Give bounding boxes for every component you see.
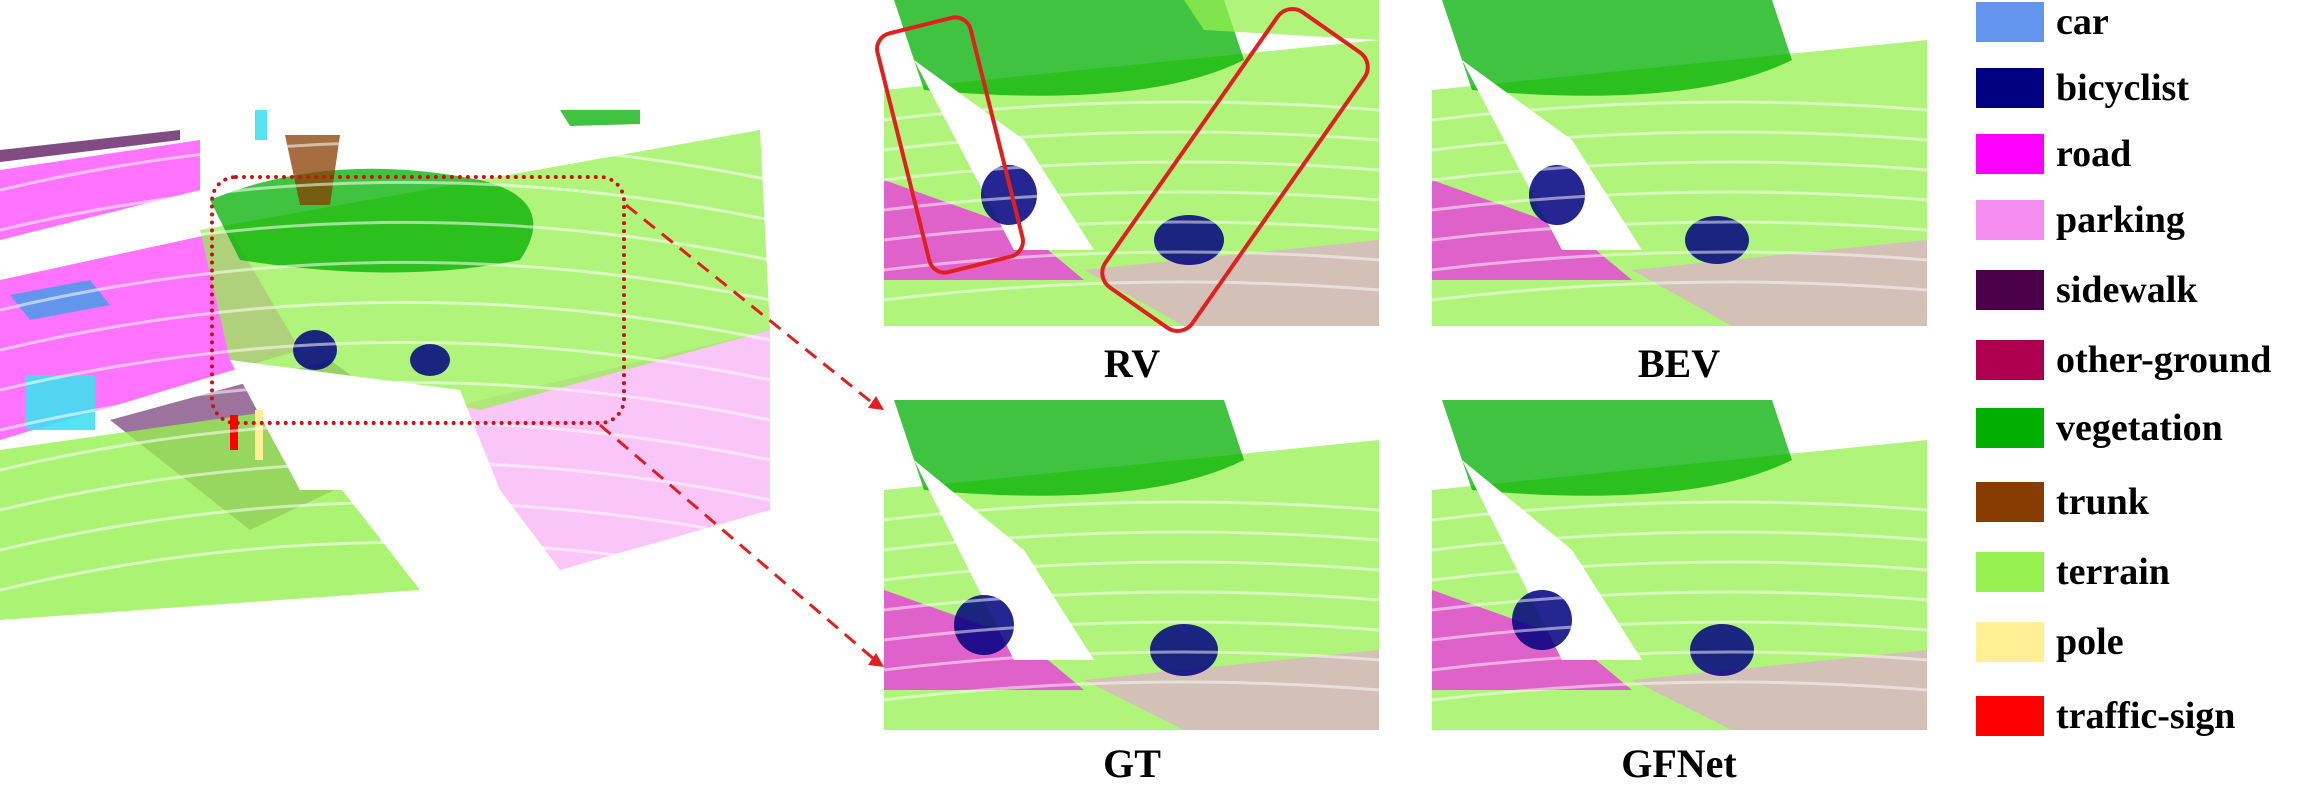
car-region [10, 280, 110, 320]
caption-rv: RV [1103, 341, 1161, 386]
legend-swatch [1976, 68, 2044, 108]
overview-point-cloud [0, 110, 770, 620]
panel-gfnet [1432, 400, 1927, 730]
legend-swatch [1976, 270, 2044, 310]
legend-item-vegetation: vegetation [1976, 406, 2223, 450]
legend-item-terrain: terrain [1976, 550, 2170, 594]
vegetation-region [560, 110, 640, 126]
legend-label: pole [2056, 621, 2124, 663]
panel-bev [1432, 0, 1927, 326]
rv-scene [884, 0, 1379, 326]
legend-label: vegetation [2056, 407, 2223, 449]
pole-points [255, 410, 263, 460]
arrowhead-icon [868, 396, 884, 410]
overview-scene [0, 110, 770, 620]
zoom-region-box [210, 175, 626, 425]
vegetation-region [210, 168, 534, 273]
legend-swatch [1976, 200, 2044, 240]
road-region [0, 140, 200, 240]
gt-scene [884, 400, 1379, 730]
legend-swatch [1976, 340, 2044, 380]
panel-rv [884, 0, 1379, 326]
legend-label: traffic-sign [2056, 695, 2236, 737]
legend-swatch [1976, 622, 2044, 662]
sidewalk-region [0, 130, 180, 162]
legend-item-parking: parking [1976, 198, 2185, 242]
caption-gt: GT [1103, 741, 1161, 786]
legend-swatch [1976, 696, 2044, 736]
legend-item-trunk: trunk [1976, 480, 2149, 524]
legend-label: car [2056, 1, 2109, 43]
legend-swatch [1976, 408, 2044, 448]
legend-label: trunk [2056, 481, 2149, 523]
caption-bev: BEV [1637, 341, 1721, 386]
traffic-sign-points [230, 415, 238, 450]
legend-item-other-ground: other-ground [1976, 338, 2271, 382]
legend-item-bicyclist: bicyclist [1976, 66, 2189, 110]
trunk-region [285, 135, 340, 205]
cyan-object [255, 110, 267, 140]
legend-item-road: road [1976, 132, 2131, 176]
legend-label: sidewalk [2056, 269, 2198, 311]
gfnet-scene [1432, 400, 1927, 730]
legend-swatch [1976, 482, 2044, 522]
arrowhead-icon [868, 653, 884, 667]
legend-swatch [1976, 2, 2044, 42]
bicyclist-points [410, 344, 450, 376]
legend-label: terrain [2056, 551, 2170, 593]
legend-item-traffic-sign: traffic-sign [1976, 694, 2235, 738]
panel-gt [884, 400, 1379, 730]
bev-scene [1432, 0, 1927, 326]
legend-swatch [1976, 552, 2044, 592]
caption-gfnet: GFNet [1621, 741, 1737, 786]
bicyclist-points [293, 330, 337, 370]
legend-item-pole: pole [1976, 620, 2124, 664]
legend-label: road [2056, 133, 2132, 175]
legend-item-sidewalk: sidewalk [1976, 268, 2197, 312]
legend-label: parking [2056, 199, 2185, 241]
legend-swatch [1976, 134, 2044, 174]
clearing-region [230, 360, 500, 490]
legend-label: other-ground [2056, 339, 2272, 381]
legend-label: bicyclist [2056, 67, 2189, 109]
legend-item-car: car [1976, 0, 2109, 44]
